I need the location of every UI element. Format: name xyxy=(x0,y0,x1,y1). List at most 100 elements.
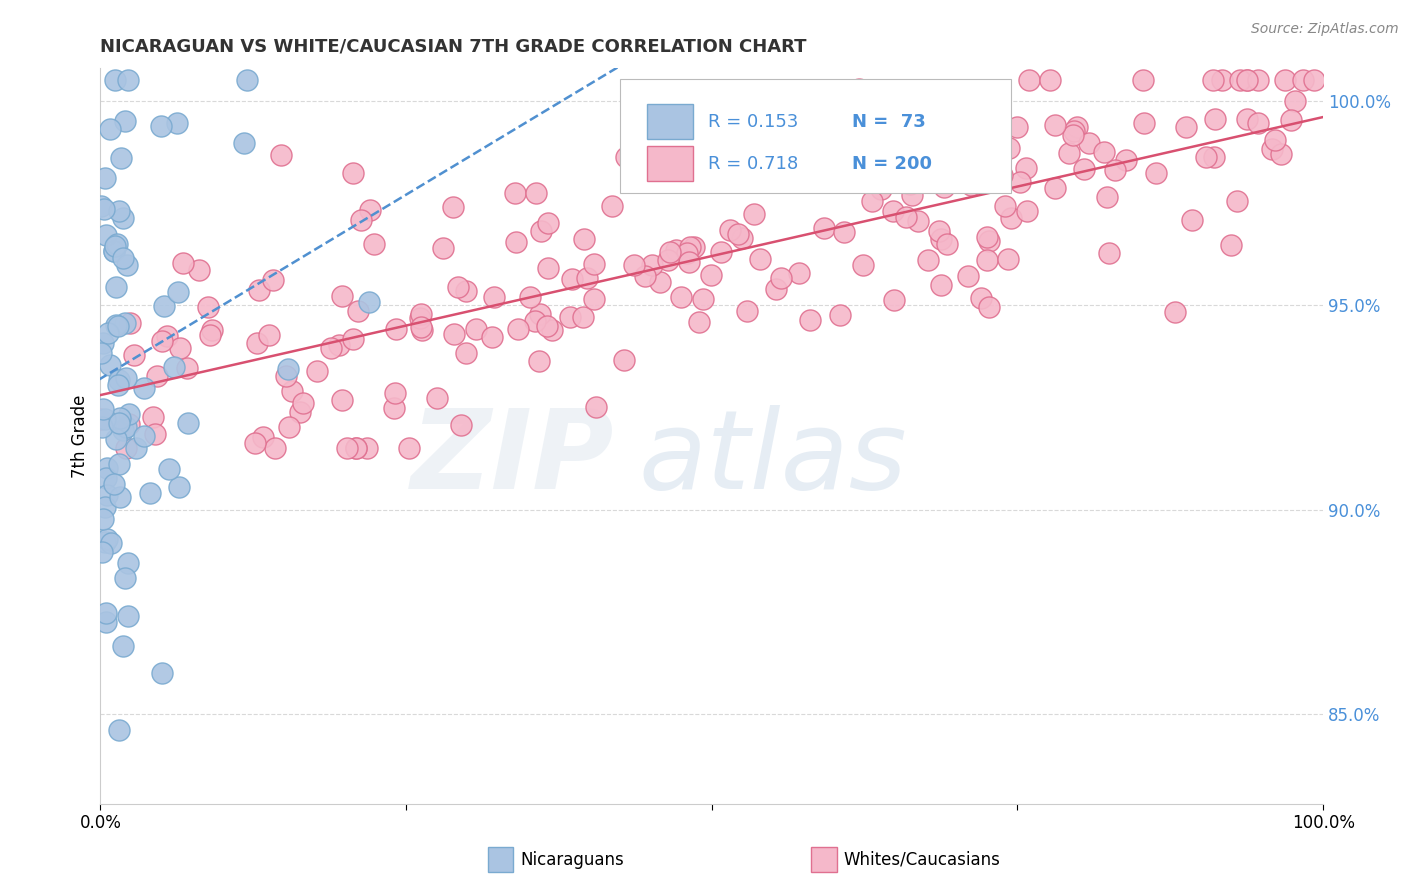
Point xyxy=(939,122,962,136)
Point xyxy=(91,336,114,351)
Point xyxy=(1043,118,1066,132)
Point xyxy=(1247,73,1270,87)
Point xyxy=(356,442,378,456)
Point xyxy=(1062,128,1084,142)
Point xyxy=(787,266,810,280)
Point xyxy=(537,260,560,275)
Point xyxy=(447,280,470,294)
Point xyxy=(114,442,136,456)
Point xyxy=(1181,213,1204,227)
Point xyxy=(1270,147,1292,161)
Text: N =  73: N = 73 xyxy=(852,112,927,131)
Point xyxy=(97,326,120,341)
Point xyxy=(1092,145,1115,159)
Point xyxy=(678,255,700,269)
Point xyxy=(481,330,503,344)
Point xyxy=(1104,163,1126,178)
Point xyxy=(962,141,984,155)
Point xyxy=(669,290,692,304)
Point xyxy=(114,571,136,585)
Point xyxy=(450,418,472,433)
Point xyxy=(112,251,135,265)
Text: Nicaraguans: Nicaraguans xyxy=(520,851,624,869)
Point xyxy=(93,202,115,217)
Text: ZIP: ZIP xyxy=(411,405,614,511)
Point xyxy=(1133,115,1156,129)
Point xyxy=(454,346,477,360)
Point xyxy=(91,544,114,558)
Point xyxy=(96,533,118,547)
Point xyxy=(108,458,131,472)
Point xyxy=(252,429,274,443)
Point xyxy=(869,153,891,167)
Point xyxy=(613,352,636,367)
Point xyxy=(277,362,299,376)
Point xyxy=(737,304,759,318)
Point xyxy=(94,227,117,242)
Point xyxy=(883,293,905,307)
Point xyxy=(634,268,657,283)
Point xyxy=(1045,181,1067,195)
Point xyxy=(936,175,959,189)
Point xyxy=(197,300,219,314)
Point xyxy=(935,236,957,251)
Point xyxy=(970,291,993,305)
Point xyxy=(576,271,599,285)
Point xyxy=(870,182,893,196)
Point xyxy=(159,462,181,476)
Point xyxy=(848,82,870,96)
Point xyxy=(166,116,188,130)
Point xyxy=(991,168,1014,182)
Point xyxy=(529,307,551,321)
Point xyxy=(571,310,593,325)
Point xyxy=(118,408,141,422)
Point xyxy=(90,345,112,359)
Point xyxy=(931,232,953,246)
Point xyxy=(107,378,129,392)
Point xyxy=(103,244,125,258)
Point xyxy=(1115,153,1137,167)
Point xyxy=(769,271,792,285)
Point xyxy=(536,319,558,334)
Point xyxy=(145,426,167,441)
Point xyxy=(1000,211,1022,225)
Point xyxy=(188,262,211,277)
Point xyxy=(749,252,772,267)
Point xyxy=(1144,166,1167,180)
FancyBboxPatch shape xyxy=(620,79,1011,193)
Point xyxy=(710,244,733,259)
Point xyxy=(600,199,623,213)
FancyBboxPatch shape xyxy=(647,146,693,181)
Point xyxy=(117,609,139,624)
Point xyxy=(169,341,191,355)
Point xyxy=(505,235,527,249)
Point xyxy=(426,391,449,405)
Point xyxy=(1284,94,1306,108)
Point xyxy=(464,322,486,336)
Point xyxy=(163,359,186,374)
Point xyxy=(110,152,132,166)
Point xyxy=(1202,73,1225,87)
Point xyxy=(1226,194,1249,208)
Point xyxy=(484,290,506,304)
Point xyxy=(894,210,917,224)
Point xyxy=(1211,73,1233,87)
Point xyxy=(328,338,350,352)
Point xyxy=(105,279,128,293)
Point xyxy=(107,373,129,387)
Point xyxy=(104,433,127,447)
Point xyxy=(103,73,125,87)
Point xyxy=(134,381,156,395)
Point xyxy=(1174,120,1197,135)
Text: NICARAGUAN VS WHITE/CAUCASIAN 7TH GRADE CORRELATION CHART: NICARAGUAN VS WHITE/CAUCASIAN 7TH GRADE … xyxy=(100,37,807,55)
Point xyxy=(246,335,269,350)
Point xyxy=(657,253,679,268)
Point xyxy=(665,244,688,258)
Point xyxy=(150,665,173,680)
Point xyxy=(94,471,117,485)
Point xyxy=(860,194,883,209)
Point xyxy=(172,255,194,269)
Point xyxy=(1229,73,1251,87)
Point xyxy=(350,213,373,227)
Point xyxy=(1195,150,1218,164)
